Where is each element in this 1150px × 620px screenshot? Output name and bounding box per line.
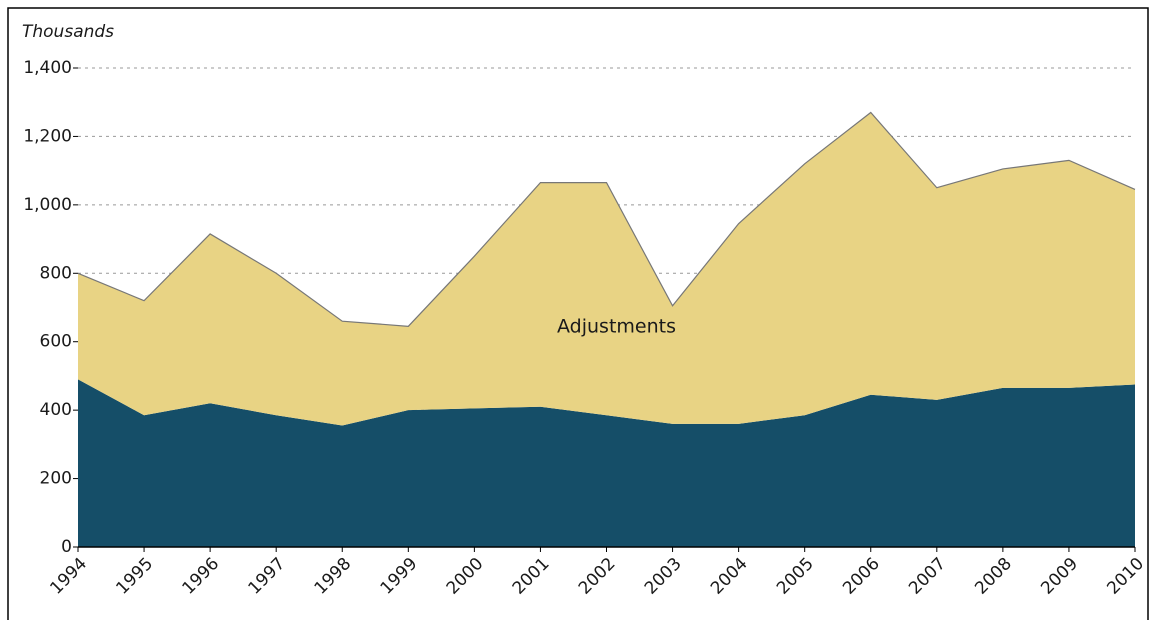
y-tick-label: 1,400	[23, 58, 72, 78]
x-tick-label: 2000	[443, 554, 488, 599]
series-label: Adjustments	[557, 315, 676, 337]
y-tick-label: 800	[40, 263, 72, 283]
x-tick-label: 2010	[1103, 554, 1148, 599]
x-tick-label: 2001	[509, 554, 554, 599]
x-tick-label: 2004	[707, 554, 752, 599]
y-tick-label: 0	[61, 537, 72, 557]
y-axis-label: Thousands	[22, 22, 114, 42]
x-tick-label: 1995	[112, 554, 157, 599]
y-tick-label: 600	[40, 332, 72, 352]
y-tick-label: 200	[40, 469, 72, 489]
x-tick-label: 2008	[971, 554, 1016, 599]
series-label: Arrivals	[581, 548, 653, 570]
x-tick-label: 1999	[377, 554, 422, 599]
x-tick-label: 1997	[245, 554, 290, 599]
area-edge	[77, 111, 1136, 327]
x-tick-label: 2009	[1037, 554, 1082, 599]
x-tick-label: 2007	[905, 554, 950, 599]
y-tick-label: 1,000	[23, 195, 72, 215]
y-tick-label: 400	[40, 400, 72, 420]
y-tick-label: 1,200	[23, 126, 72, 146]
x-tick-label: 2005	[773, 554, 818, 599]
x-tick-label: 1994	[46, 554, 91, 599]
frame	[7, 7, 1149, 620]
x-tick-label: 2006	[839, 554, 884, 599]
x-tick-label: 1998	[311, 554, 356, 599]
area	[78, 112, 1135, 426]
area	[78, 379, 1135, 547]
x-tick-label: 1996	[178, 554, 223, 599]
